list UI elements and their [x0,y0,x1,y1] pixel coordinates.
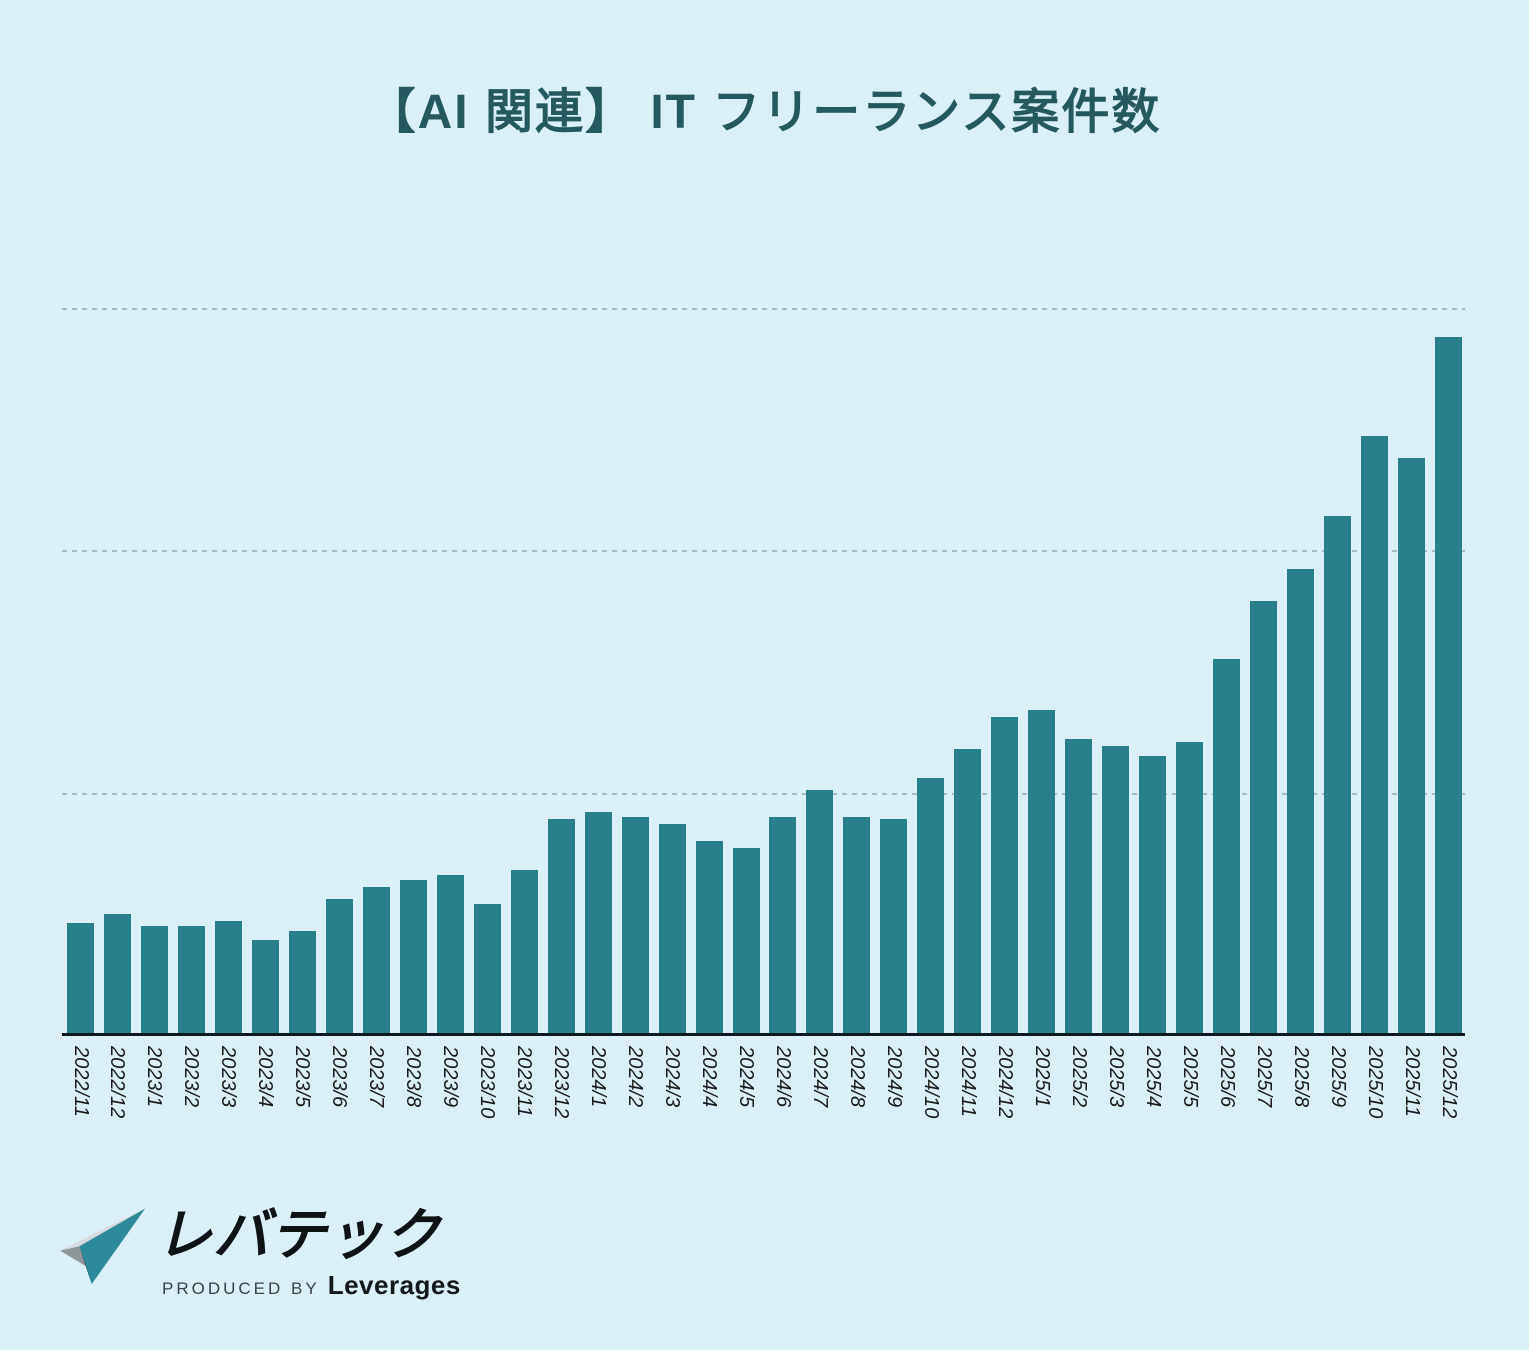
levtech-logo-mark [60,1208,146,1285]
bar-2023-4 [251,940,279,1035]
x-tick-label: 2023/3 [217,1046,240,1108]
x-tick-label: 2024/10 [919,1046,942,1119]
bar-2023-9 [436,874,464,1035]
x-tick-label: 2023/9 [439,1046,462,1108]
x-tick-label: 2023/12 [550,1046,573,1119]
bar-2024-7 [806,790,834,1035]
x-tick-label: 2025/2 [1067,1046,1090,1108]
bar-2023-6 [325,899,353,1035]
x-tick-label: 2023/6 [328,1046,351,1108]
x-tick-label: 2025/7 [1252,1046,1275,1108]
x-tick-label: 2023/7 [365,1046,388,1108]
x-tick-label: 2025/11 [1400,1046,1423,1117]
bar-2024-4 [695,841,723,1035]
produced-by-label: PRODUCED BY [162,1279,320,1298]
x-axis-line [62,1033,1465,1036]
x-tick-label: 2024/1 [587,1046,610,1108]
bar-2025-10 [1361,436,1389,1035]
bar-2025-5 [1176,741,1204,1035]
x-tick-label: 2024/6 [771,1046,794,1108]
x-tick-label: 2025/3 [1104,1046,1127,1108]
bar-2024-10 [917,777,945,1035]
chart-title: 【AI 関連】 IT フリーランス案件数 [367,86,1162,139]
bar-2025-8 [1287,569,1315,1035]
bar-2024-11 [954,748,982,1035]
levtech-logo-text: レバテック PRODUCED BY Leverages [156,1198,461,1301]
bar-2024-5 [732,848,760,1035]
x-tick-label: 2024/11 [956,1046,979,1117]
bar-2022-12 [103,913,131,1035]
bar-2023-11 [510,870,538,1035]
bar-2023-3 [214,921,242,1035]
bar-2025-1 [1028,710,1056,1035]
x-tick-label: 2024/9 [882,1046,905,1108]
x-tick-label: 2025/8 [1289,1046,1312,1108]
x-tick-label: 2025/9 [1326,1046,1349,1108]
x-tick-label: 2022/11 [69,1046,92,1117]
bar-2024-3 [658,824,686,1035]
bar-2024-1 [584,811,612,1035]
x-tick-label: 2024/5 [735,1046,757,1108]
leverages-label: Leverages [327,1270,461,1300]
levtech-logo-wordmark: レバテック [156,1203,441,1266]
bar-2025-11 [1398,457,1426,1035]
x-tick-label: 2022/12 [106,1046,129,1119]
gridline [62,550,1465,552]
x-tick-label: 2024/7 [808,1046,831,1108]
produced-by-line: PRODUCED BY Leverages [156,1270,461,1301]
x-tick-label: 2025/5 [1178,1046,1201,1108]
bar-2025-4 [1139,756,1167,1035]
bar-2024-2 [621,816,649,1035]
bar-2025-7 [1250,600,1278,1035]
x-tick-label: 2025/10 [1363,1046,1386,1119]
x-tick-label: 2025/12 [1437,1046,1460,1119]
x-tick-label: 2023/1 [143,1046,166,1108]
bar-2024-8 [843,816,871,1035]
bar-2025-12 [1435,336,1462,1035]
bar-2025-9 [1324,516,1352,1035]
x-tick-label: 2025/4 [1141,1046,1164,1108]
x-tick-label: 2023/4 [254,1046,277,1108]
x-tick-label: 2024/12 [993,1046,1016,1119]
bar-2025-6 [1213,659,1241,1035]
x-tick-label: 2024/3 [661,1046,684,1108]
x-tick-label: 2025/6 [1215,1046,1238,1108]
bar-2023-2 [177,925,205,1035]
x-tick-label: 2023/2 [180,1046,203,1108]
bar-2023-12 [547,819,575,1035]
x-tick-label: 2024/8 [845,1046,868,1108]
bar-2023-8 [399,879,427,1035]
x-tick-label: 2023/8 [402,1046,425,1108]
bar-2025-3 [1102,746,1130,1035]
x-tick-label: 2023/10 [476,1046,499,1119]
bar-2025-2 [1065,739,1093,1035]
bar-chart: 2022/11 2022/12 2023/1 2023/2 2023/3 2023/4 20… [62,0,1465,1350]
x-tick-label: 2023/11 [513,1046,536,1117]
x-tick-label: 2024/2 [624,1046,647,1108]
gridline [62,307,1465,310]
bar-2024-9 [880,819,908,1035]
x-tick-label: 2024/4 [698,1046,721,1108]
x-tick-label: 2023/5 [291,1046,314,1108]
gridline [62,792,1465,795]
levtech-logo: レバテック PRODUCED BY Leverages [60,1198,461,1301]
bar-2023-7 [362,887,390,1035]
bar-2024-6 [769,816,797,1035]
bar-2022-11 [67,923,94,1035]
bar-2023-1 [140,925,168,1035]
bar-2023-5 [288,930,316,1035]
bar-2024-12 [991,717,1019,1035]
bar-2023-10 [473,904,501,1035]
x-tick-label: 2025/1 [1030,1046,1053,1108]
